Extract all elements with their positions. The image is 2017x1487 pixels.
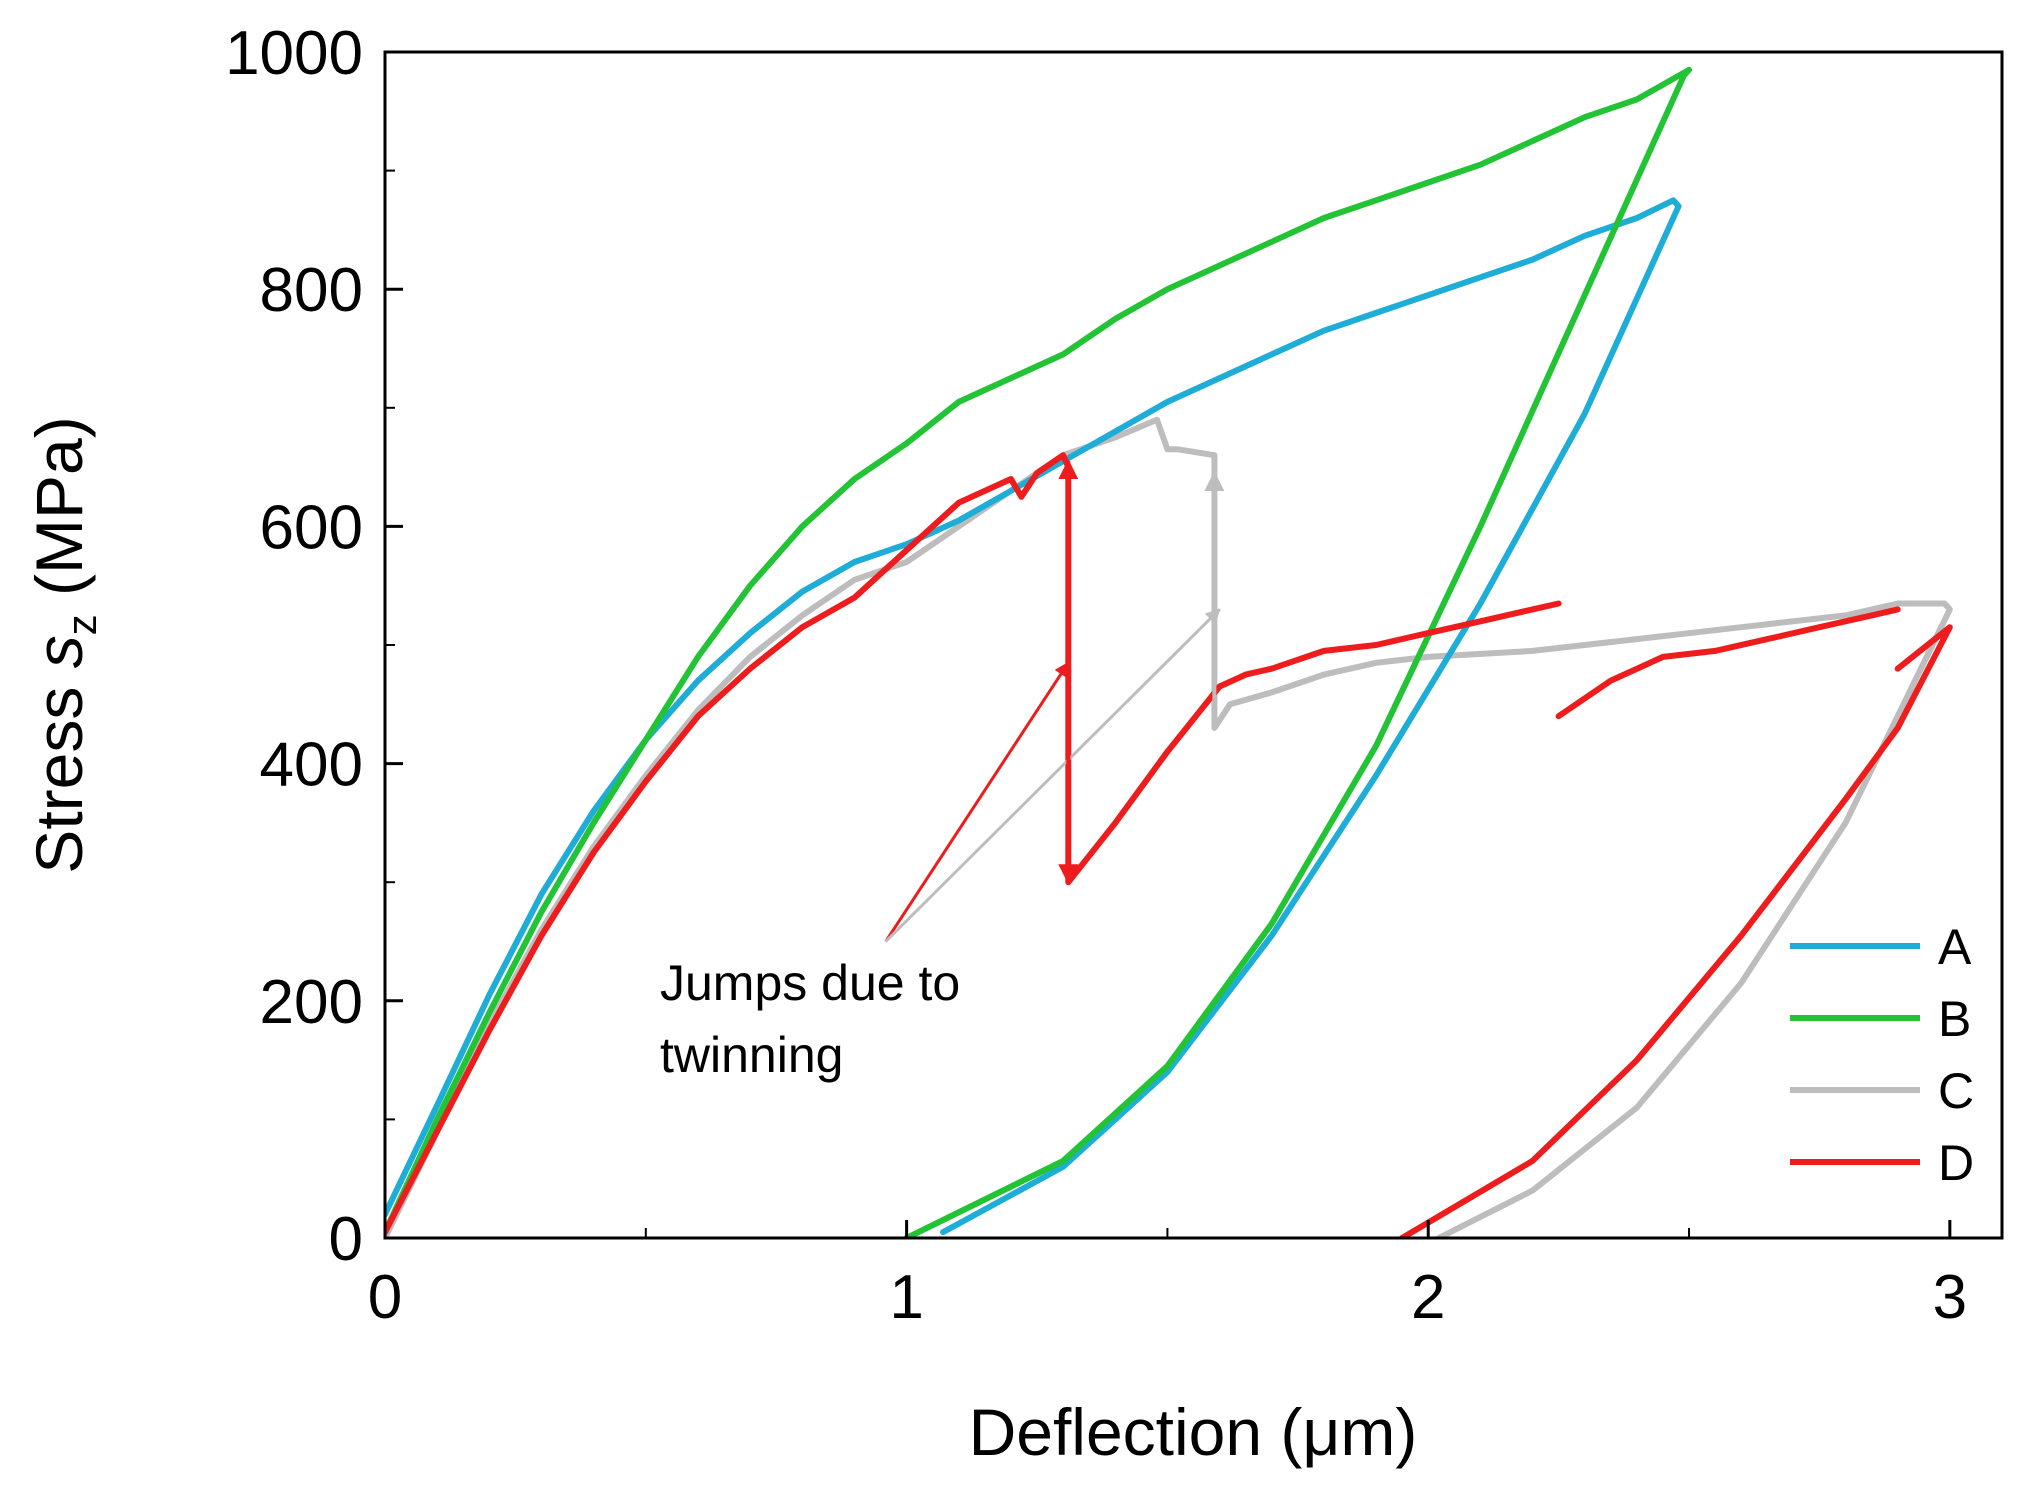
series-layer <box>385 66 1953 1238</box>
legend-label-b: B <box>1938 991 1971 1047</box>
legend-label-c: C <box>1938 1063 1974 1119</box>
twinning-annotation: Jumps due to twinning <box>660 955 960 1083</box>
y-axis-title-subscript: z <box>58 614 105 635</box>
y-axis-title-suffix: (MPa) <box>22 416 96 614</box>
annotation-pointer-arrow-2 <box>884 608 1221 943</box>
y-tick-label: 0 <box>329 1205 363 1274</box>
legend-label-a: A <box>1938 919 1972 975</box>
twinning-annotation-line-1: Jumps due to <box>660 955 960 1011</box>
y-axis-title: Stress sz (MPa) <box>22 416 105 873</box>
x-tick-label: 1 <box>889 1263 923 1332</box>
axis-layer: 0 1 2 3 0 200 400 600 800 1000 <box>225 19 1967 1332</box>
x-tick-label: 3 <box>1933 1263 1967 1332</box>
y-tick-label: 800 <box>260 256 363 325</box>
series-b-line <box>385 66 1692 1238</box>
annotation-pointer-arrow-1 <box>884 661 1070 943</box>
x-tick-label: 2 <box>1411 1263 1445 1332</box>
y-axis-title-symbol: s <box>22 635 96 668</box>
series-d-line <box>385 452 1953 1238</box>
y-tick-label: 1000 <box>225 19 363 88</box>
annotation-layer <box>884 459 1225 943</box>
series-c-line <box>385 416 1953 1238</box>
y-tick-label: 400 <box>260 731 363 800</box>
y-tick-label: 600 <box>260 493 363 562</box>
twinning-annotation-line-2: twinning <box>660 1027 843 1083</box>
y-tick-label: 200 <box>260 968 363 1037</box>
legend-label-d: D <box>1938 1135 1974 1191</box>
series-a-line <box>385 197 1682 1236</box>
x-tick-label: 0 <box>368 1263 402 1332</box>
plot-frame <box>383 50 2004 1240</box>
x-axis-title: Deflection (μm) <box>969 1395 1418 1469</box>
y-axis-title-prefix: Stress <box>22 668 96 873</box>
